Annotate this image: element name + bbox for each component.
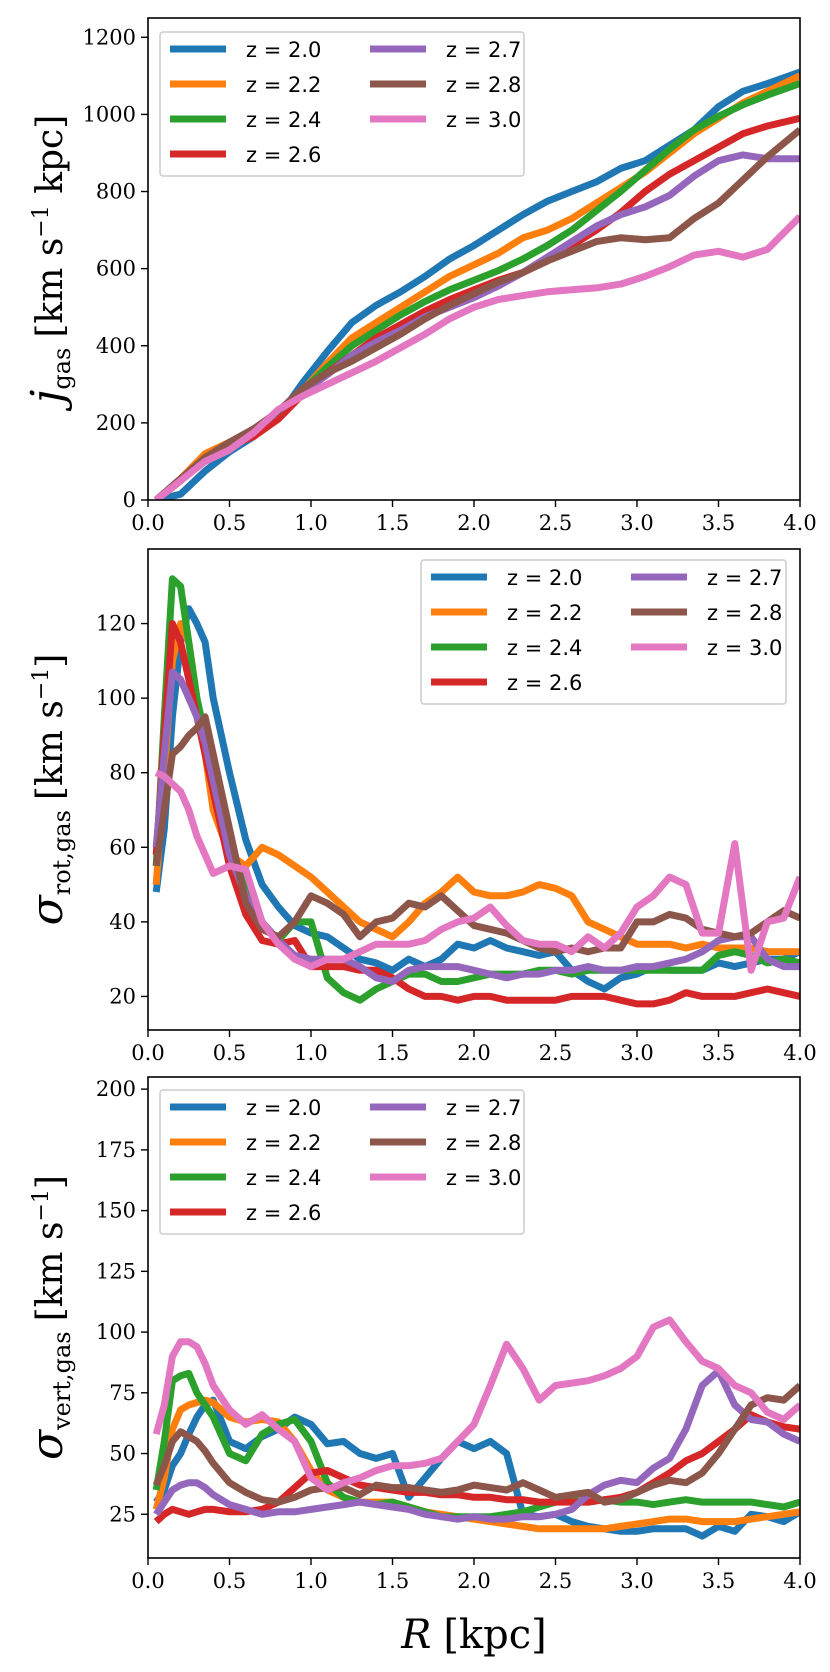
y-tick-label: 50 [109, 1442, 136, 1466]
series-line-28 [153, 127, 800, 500]
x-tick-label: 3.5 [702, 1041, 735, 1065]
legend-label: z = 2.0 [246, 1096, 321, 1120]
legend: z = 2.0 z = 2.2 z = 2.4 z = 2.6 z = 2.7 z = 2… [159, 1089, 525, 1235]
series-group [153, 68, 800, 500]
x-tick-label: 3.0 [620, 1041, 653, 1065]
x-tick-label: 2.5 [539, 511, 572, 535]
legend-label: z = 2.0 [246, 38, 321, 62]
x-tick-label: 3.0 [620, 511, 653, 535]
x-tick-label: 0.0 [131, 1041, 164, 1065]
legend-label: z = 2.8 [446, 73, 521, 97]
legend-label: z = 2.7 [446, 1096, 521, 1120]
panel-sigma-vert-gas: 0.0 0.5 1.0 1.5 2.0 2.5 3.0 3.5 4.0 25 50 75 100 125 1… [22, 1076, 817, 1658]
legend-label: z = 2.6 [246, 143, 321, 167]
y-tick-label: 100 [96, 686, 136, 710]
legend-label: z = 2.4 [246, 1166, 321, 1190]
x-tick-label: 0.0 [131, 511, 164, 535]
legend-frame [420, 559, 787, 705]
x-tick-label: 4.0 [783, 511, 816, 535]
y-tick-label: 25 [109, 1502, 136, 1526]
legend-label: z = 2.6 [507, 671, 582, 695]
x-tick-label: 1.0 [294, 1569, 327, 1593]
legend-label: z = 2.7 [707, 566, 782, 590]
y-axis-label: σrot,gas[km s−1] [22, 654, 76, 926]
x-tick-label: 1.5 [376, 511, 409, 535]
legend-label: z = 2.8 [707, 601, 782, 625]
y-tick-label: 75 [109, 1381, 136, 1405]
panel-sigma-rot-gas: 0.0 0.5 1.0 1.5 2.0 2.5 3.0 3.5 4.0 20 40 60 80 100 12… [22, 548, 817, 1065]
y-tick-label: 175 [96, 1138, 136, 1162]
legend-label: z = 2.8 [446, 1131, 521, 1155]
y-tick-label: 1200 [83, 25, 136, 49]
x-tick-label: 0.5 [213, 1041, 246, 1065]
x-tick-label: 2.0 [457, 1041, 490, 1065]
x-tick-label: 2.0 [457, 1569, 490, 1593]
y-tick-label: 150 [96, 1199, 136, 1223]
x-tick-label: 3.0 [620, 1569, 653, 1593]
x-tick-label: 4.0 [783, 1569, 816, 1593]
y-tick-label: 1000 [83, 102, 136, 126]
series-line-26 [153, 1411, 800, 1525]
legend-label: z = 2.4 [507, 636, 582, 660]
legend-label: z = 3.0 [707, 636, 782, 660]
x-tick-label: 1.5 [376, 1041, 409, 1065]
x-tick-label: 0.5 [213, 511, 246, 535]
legend-label: z = 3.0 [446, 1166, 521, 1190]
legend-label: z = 2.4 [246, 108, 321, 132]
x-tick-label: 2.5 [539, 1041, 572, 1065]
legend-label: z = 2.2 [246, 1131, 321, 1155]
series-line-27 [153, 1367, 800, 1523]
y-tick-label: 80 [109, 761, 136, 785]
y-tick-label: 20 [109, 984, 136, 1008]
y-tick-label: 60 [109, 835, 136, 859]
legend-label: z = 2.0 [507, 566, 582, 590]
y-tick-label: 200 [96, 1077, 136, 1101]
legend-label: z = 2.2 [507, 601, 582, 625]
series-line-27 [153, 151, 800, 500]
y-tick-label: 40 [109, 910, 136, 934]
legend: z = 2.0 z = 2.2 z = 2.4 z = 2.6 z = 2.7 z = 2… [159, 31, 525, 177]
legend-label: z = 2.7 [446, 38, 521, 62]
x-tick-label: 2.5 [539, 1569, 572, 1593]
legend-frame [159, 31, 525, 177]
y-tick-label: 400 [96, 334, 136, 358]
x-tick-label: 0.0 [131, 1569, 164, 1593]
series-line-28 [152, 713, 800, 956]
y-tick-label: 200 [96, 411, 136, 435]
legend: z = 2.0 z = 2.2 z = 2.4 z = 2.6 z = 2.7 z = 2… [420, 559, 787, 705]
y-axis-label: jgas[km s−1 kpc] [22, 115, 76, 413]
x-tick-label: 1.5 [376, 1569, 409, 1593]
series-line-30 [154, 769, 800, 974]
x-tick-label: 1.0 [294, 1041, 327, 1065]
series-line-28 [152, 1382, 800, 1506]
series-line-27 [152, 668, 800, 985]
x-axis-label: R [kpc] [400, 1612, 547, 1658]
x-tick-label: 3.5 [702, 1569, 735, 1593]
series-group [152, 575, 800, 1008]
x-tick-label: 3.5 [702, 511, 735, 535]
legend-label: z = 2.6 [246, 1201, 321, 1225]
legend-label: z = 3.0 [446, 108, 521, 132]
legend-frame [159, 1089, 525, 1235]
series-line-30 [152, 1316, 800, 1494]
panel-j-gas: 0.0 0.5 1.0 1.5 2.0 2.5 3.0 3.5 4.0 0 200 400 600 800… [22, 17, 817, 535]
series-line-26 [154, 114, 800, 500]
series-line-30 [154, 214, 800, 500]
y-tick-label: 120 [96, 612, 136, 636]
x-tick-label: 1.0 [294, 511, 327, 535]
x-tick-label: 0.5 [213, 1569, 246, 1593]
y-tick-label: 100 [96, 1320, 136, 1344]
series-group [152, 1316, 800, 1540]
y-tick-label: 0 [123, 488, 136, 512]
x-tick-label: 2.0 [457, 511, 490, 535]
y-tick-label: 600 [96, 257, 136, 281]
legend-label: z = 2.2 [246, 73, 321, 97]
x-tick-label: 4.0 [783, 1041, 816, 1065]
y-axis-label: σvert,gas[km s−1] [22, 1175, 76, 1460]
y-tick-label: 800 [96, 180, 136, 204]
y-tick-label: 125 [96, 1259, 136, 1283]
